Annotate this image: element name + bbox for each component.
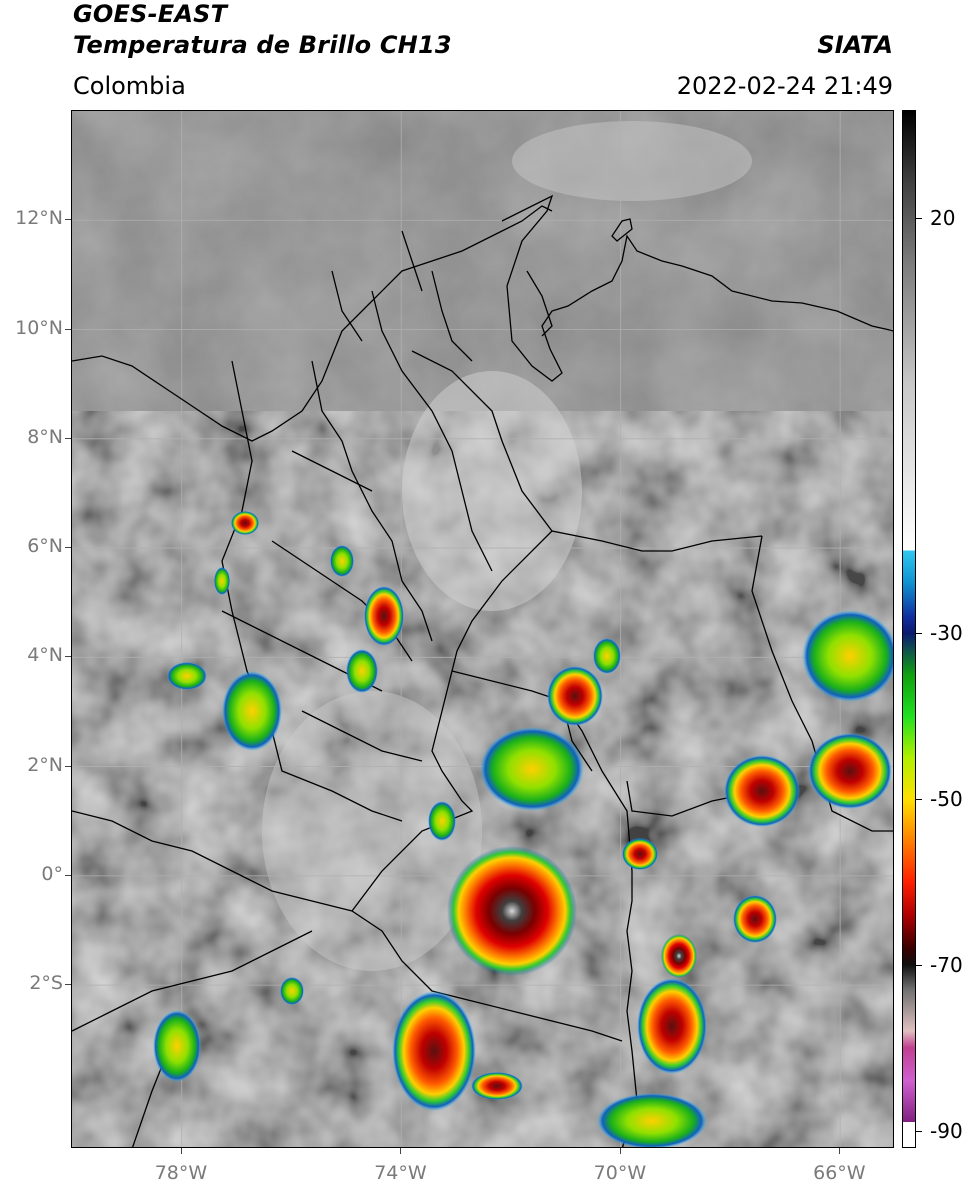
lat-tick-mark xyxy=(65,328,71,330)
satellite-map xyxy=(71,110,894,1148)
lon-tick-label: 74°W xyxy=(374,1162,427,1184)
country-borders xyxy=(72,194,893,1147)
colorbar-tick-label: -70 xyxy=(930,953,963,978)
colorbar-tick-mark xyxy=(916,1131,922,1133)
lat-tick-label: 4°N xyxy=(27,644,63,667)
lon-tick-label: 66°W xyxy=(813,1162,866,1184)
colorbar-tick-label: -30 xyxy=(930,621,963,646)
lat-tick-mark xyxy=(65,984,71,986)
lat-tick-label: 0° xyxy=(41,862,63,885)
lat-tick-mark xyxy=(65,219,71,221)
lat-tick-mark xyxy=(65,874,71,876)
colorbar-tick-mark xyxy=(916,799,922,801)
lat-tick-label: 2°S xyxy=(29,972,63,995)
datetime-label: 2022-02-24 21:49 xyxy=(676,72,893,100)
colorbar-tick-label: -90 xyxy=(930,1119,963,1144)
colorbar-tick-label: 20 xyxy=(930,205,956,230)
convective-clouds xyxy=(153,511,893,1147)
lon-tick-mark xyxy=(180,1148,182,1154)
lon-tick-mark xyxy=(839,1148,841,1154)
lat-tick-label: 10°N xyxy=(15,316,63,339)
colorbar-tick-label: -50 xyxy=(930,787,963,812)
lon-tick-label: 78°W xyxy=(154,1162,208,1184)
satellite-title: GOES-EAST xyxy=(73,0,228,28)
colorbar-tick-mark xyxy=(916,965,922,967)
lat-tick-label: 12°N xyxy=(15,207,63,230)
colorbar-tick-mark xyxy=(916,217,922,219)
lat-tick-label: 8°N xyxy=(27,425,63,448)
region-label: Colombia xyxy=(73,72,186,100)
lat-tick-mark xyxy=(65,765,71,767)
lat-tick-label: 6°N xyxy=(27,535,63,558)
map-canvas xyxy=(72,111,893,1147)
organization-label: SIATA xyxy=(817,31,893,59)
lat-tick-label: 2°N xyxy=(27,753,63,776)
lon-tick-label: 70°W xyxy=(593,1162,647,1184)
lat-tick-mark xyxy=(65,656,71,658)
colorbar-tick-mark xyxy=(916,633,922,635)
lon-tick-mark xyxy=(400,1148,402,1154)
lon-tick-mark xyxy=(619,1148,621,1154)
colorbar xyxy=(902,110,916,1148)
product-title: Temperatura de Brillo CH13 xyxy=(73,31,452,59)
lat-tick-mark xyxy=(65,437,71,439)
lat-tick-mark xyxy=(65,547,71,549)
